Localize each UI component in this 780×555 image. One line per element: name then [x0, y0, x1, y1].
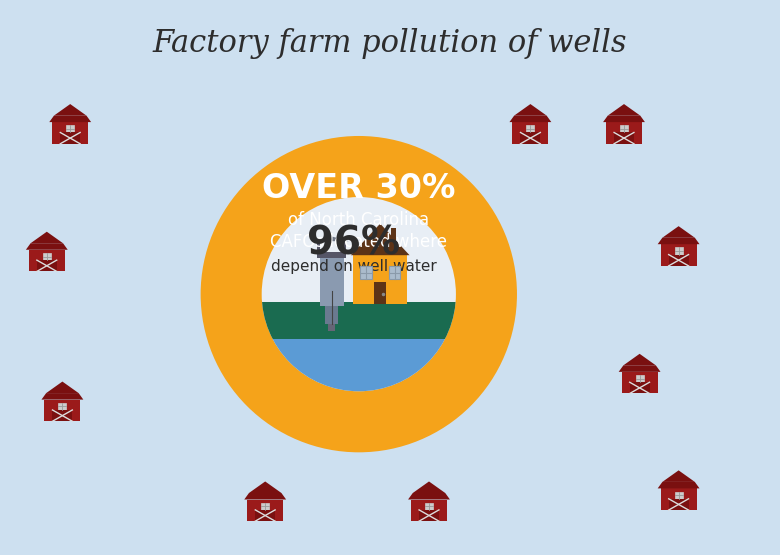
Polygon shape	[509, 115, 551, 122]
Bar	[247, 500, 283, 521]
Text: Factory farm pollution of wells: Factory farm pollution of wells	[153, 28, 627, 59]
Text: depend on well water: depend on well water	[271, 259, 437, 275]
Polygon shape	[603, 115, 645, 122]
Text: 96%: 96%	[307, 225, 400, 263]
Bar	[261, 503, 269, 510]
Bar	[388, 266, 400, 280]
Bar	[317, 253, 346, 258]
Bar	[620, 125, 628, 133]
Polygon shape	[619, 365, 661, 372]
Text: of North Carolina: of North Carolina	[289, 211, 429, 229]
Bar	[411, 500, 447, 521]
Bar	[58, 403, 66, 410]
Polygon shape	[658, 482, 700, 488]
Bar	[675, 492, 682, 499]
Bar	[29, 250, 65, 271]
Polygon shape	[608, 104, 640, 115]
Text: OVER 30%: OVER 30%	[262, 171, 456, 205]
Polygon shape	[314, 236, 349, 241]
Bar	[60, 133, 80, 144]
Circle shape	[200, 136, 517, 452]
Bar	[353, 255, 407, 304]
Polygon shape	[658, 238, 700, 244]
Bar	[520, 133, 541, 144]
Bar	[668, 499, 689, 510]
Polygon shape	[408, 493, 450, 500]
Bar	[675, 248, 682, 255]
Polygon shape	[41, 393, 83, 400]
Bar	[343, 241, 346, 253]
Bar	[44, 400, 80, 421]
Bar	[52, 410, 73, 421]
Bar	[661, 488, 697, 510]
Bar	[66, 125, 74, 133]
Polygon shape	[662, 471, 695, 482]
Bar	[419, 510, 439, 521]
Polygon shape	[30, 232, 63, 243]
Bar	[261, 339, 456, 392]
Bar	[614, 133, 634, 144]
Bar	[636, 375, 643, 382]
Bar	[629, 382, 650, 393]
Polygon shape	[351, 224, 410, 255]
Bar	[512, 122, 548, 144]
Polygon shape	[413, 482, 445, 493]
Bar	[317, 241, 320, 253]
Text: CAFOs located where: CAFOs located where	[271, 233, 447, 251]
Polygon shape	[49, 115, 91, 122]
Bar	[255, 510, 275, 521]
Polygon shape	[244, 493, 286, 500]
Bar	[526, 125, 534, 133]
Bar	[360, 266, 371, 280]
Bar	[328, 324, 335, 331]
Bar	[261, 302, 456, 339]
Bar	[622, 372, 658, 393]
Bar	[52, 122, 88, 144]
Polygon shape	[662, 226, 695, 238]
Polygon shape	[54, 104, 87, 115]
Bar	[325, 306, 339, 324]
Polygon shape	[514, 104, 547, 115]
Bar	[661, 244, 697, 266]
Bar	[37, 260, 57, 271]
Bar	[425, 503, 433, 510]
Polygon shape	[249, 482, 282, 493]
Bar	[43, 253, 51, 260]
Circle shape	[261, 197, 456, 391]
Polygon shape	[623, 354, 656, 365]
Bar	[606, 122, 642, 144]
Bar	[320, 258, 344, 306]
Polygon shape	[26, 243, 68, 250]
Bar	[374, 282, 386, 304]
Polygon shape	[46, 382, 79, 393]
Bar	[668, 255, 689, 266]
Bar	[391, 229, 396, 245]
